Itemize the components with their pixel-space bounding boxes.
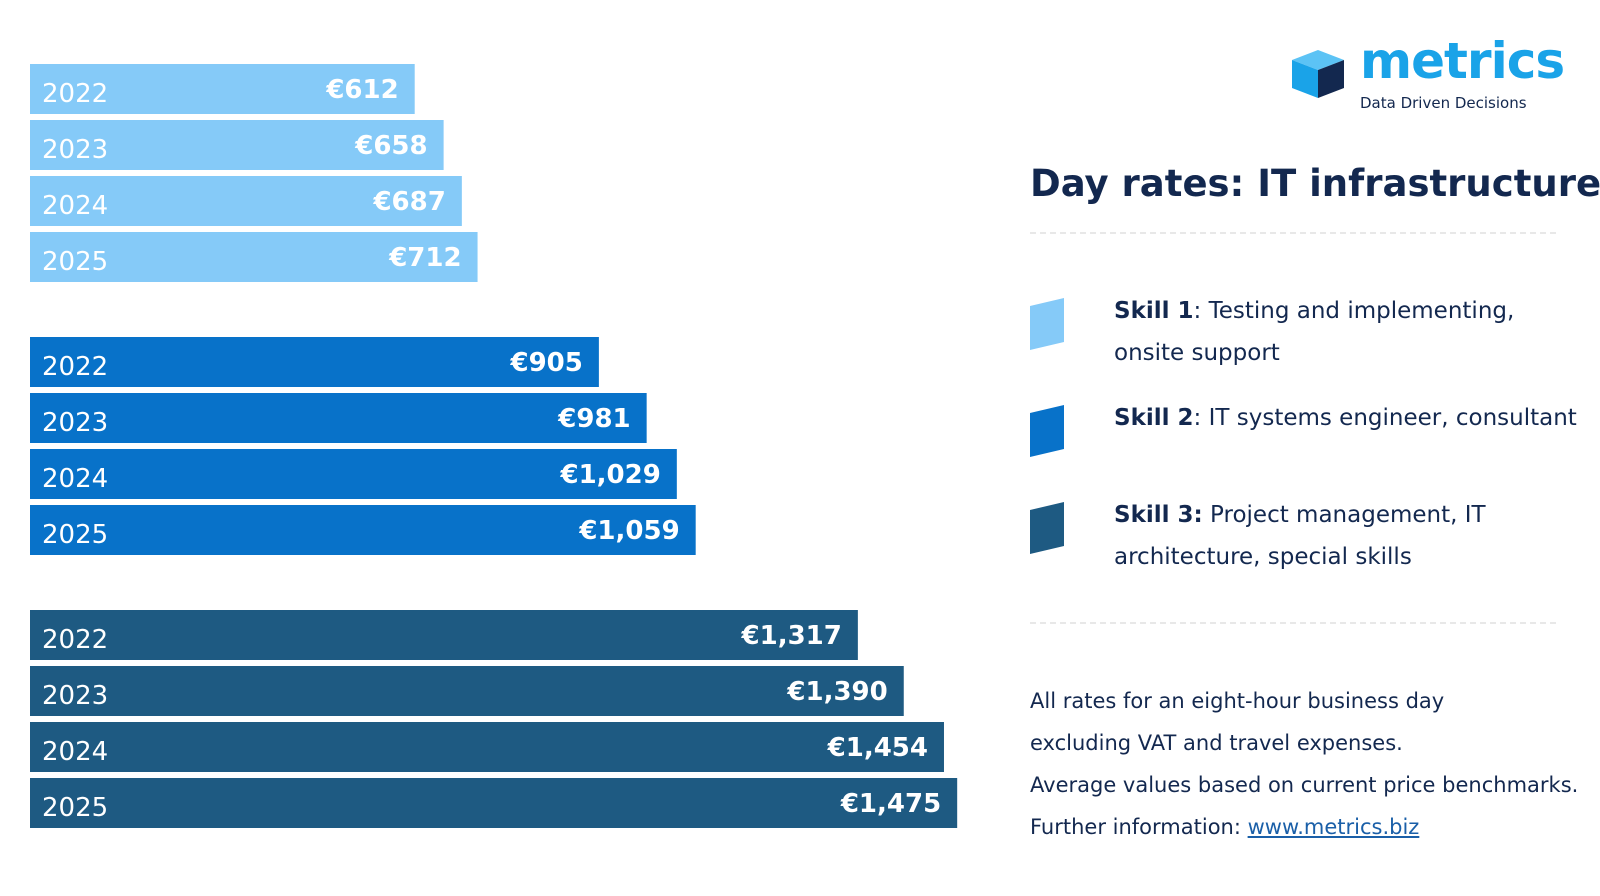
logo-wordmark: metrics bbox=[1360, 32, 1565, 90]
bar-group-skill-3-2025: 2025 €1,475 bbox=[30, 778, 958, 828]
bar-chart: 2022 €612 2023 €658 2024 €687 2025 €712 2022 €905… bbox=[30, 64, 958, 828]
bar bbox=[30, 778, 958, 828]
page-title: Day rates: IT infrastructure bbox=[1030, 162, 1600, 205]
bar-value-label: €1,390 bbox=[786, 677, 887, 707]
skill-1-swatch-icon bbox=[1030, 298, 1064, 350]
legend-skill-3-name: Skill 3: bbox=[1114, 502, 1203, 528]
bar-year-label: 2024 bbox=[42, 191, 108, 221]
footnotes: All rates for an eight-hour business day… bbox=[1030, 680, 1590, 848]
note-line-3: Average values based on current price be… bbox=[1030, 773, 1579, 797]
legend-skill-2-separator: : bbox=[1193, 405, 1209, 431]
bar-group-skill-1-2022: 2022 €612 bbox=[30, 64, 415, 114]
bar bbox=[30, 666, 904, 716]
bar-group-skill-1-2023: 2023 €658 bbox=[30, 120, 444, 170]
website-link[interactable]: www.metrics.biz bbox=[1247, 815, 1420, 839]
divider-bottom bbox=[1030, 622, 1556, 624]
bar-group-skill-3-2022: 2022 €1,317 bbox=[30, 610, 858, 660]
bar bbox=[30, 722, 944, 772]
divider-top bbox=[1030, 232, 1556, 234]
logo-tagline: Data Driven Decisions bbox=[1360, 94, 1527, 112]
legend-skill-1-separator: : bbox=[1193, 298, 1209, 324]
bar bbox=[30, 337, 599, 387]
bar-value-label: €1,029 bbox=[559, 460, 660, 490]
bar-value-label: €658 bbox=[354, 131, 427, 161]
legend-skill-3-separator bbox=[1203, 502, 1210, 528]
bar bbox=[30, 64, 415, 114]
note-line-4-prefix: Further information: bbox=[1030, 815, 1248, 839]
bar-value-label: €1,317 bbox=[741, 621, 842, 651]
bar-value-label: €1,454 bbox=[827, 733, 928, 763]
bar-group-skill-2-2022: 2022 €905 bbox=[30, 337, 599, 387]
bar-group-skill-2-2023: 2023 €981 bbox=[30, 393, 647, 443]
bar-value-label: €1,475 bbox=[840, 789, 941, 819]
bar-year-label: 2023 bbox=[42, 681, 108, 711]
legend-skill-2-name: Skill 2 bbox=[1114, 405, 1194, 431]
bar-year-label: 2025 bbox=[42, 793, 108, 823]
bar bbox=[30, 120, 444, 170]
legend-skill-3-description: Project management, IT architecture, spe… bbox=[1114, 502, 1486, 570]
bar-group-skill-2-2024: 2024 €1,029 bbox=[30, 449, 677, 499]
bar bbox=[30, 610, 858, 660]
legend-skill-1-description: Testing and implementing, onsite support bbox=[1114, 298, 1515, 366]
bar-value-label: €612 bbox=[325, 75, 398, 105]
bar bbox=[30, 393, 647, 443]
bar-value-label: €687 bbox=[372, 187, 445, 217]
bar-year-label: 2023 bbox=[42, 135, 108, 165]
bar-value-label: €905 bbox=[510, 348, 583, 378]
bar-group-skill-3-2024: 2024 €1,454 bbox=[30, 722, 944, 772]
bar-year-label: 2022 bbox=[42, 625, 108, 655]
bar-year-label: 2024 bbox=[42, 737, 108, 767]
bar-year-label: 2022 bbox=[42, 352, 108, 382]
bar-year-label: 2025 bbox=[42, 247, 108, 277]
note-line-2: excluding VAT and travel expenses. bbox=[1030, 731, 1403, 755]
metrics-logo: metrics Data Driven Decisions bbox=[1290, 32, 1580, 118]
note-line-1: All rates for an eight-hour business day bbox=[1030, 689, 1445, 713]
bar-group-skill-1-2025: 2025 €712 bbox=[30, 232, 478, 282]
bar-year-label: 2024 bbox=[42, 464, 108, 494]
legend-skill-1-name: Skill 1 bbox=[1114, 298, 1194, 324]
bar bbox=[30, 449, 677, 499]
bar-year-label: 2022 bbox=[42, 79, 108, 109]
bar-group-skill-2-2025: 2025 €1,059 bbox=[30, 505, 696, 555]
bar-group-skill-1-2024: 2024 €687 bbox=[30, 176, 462, 226]
bar-value-label: €1,059 bbox=[578, 516, 679, 546]
bar-group-skill-3-2023: 2023 €1,390 bbox=[30, 666, 904, 716]
bar bbox=[30, 232, 478, 282]
skill-3-swatch-icon bbox=[1030, 502, 1064, 554]
bar-year-label: 2025 bbox=[42, 520, 108, 550]
bar bbox=[30, 505, 696, 555]
bar-value-label: €981 bbox=[557, 404, 630, 434]
bar-year-label: 2023 bbox=[42, 408, 108, 438]
cube-logo-icon bbox=[1292, 50, 1344, 98]
bar bbox=[30, 176, 462, 226]
legend-skill-2-description: IT systems engineer, consultant bbox=[1208, 405, 1577, 431]
bar-value-label: €712 bbox=[388, 243, 461, 273]
skill-2-swatch-icon bbox=[1030, 405, 1064, 457]
